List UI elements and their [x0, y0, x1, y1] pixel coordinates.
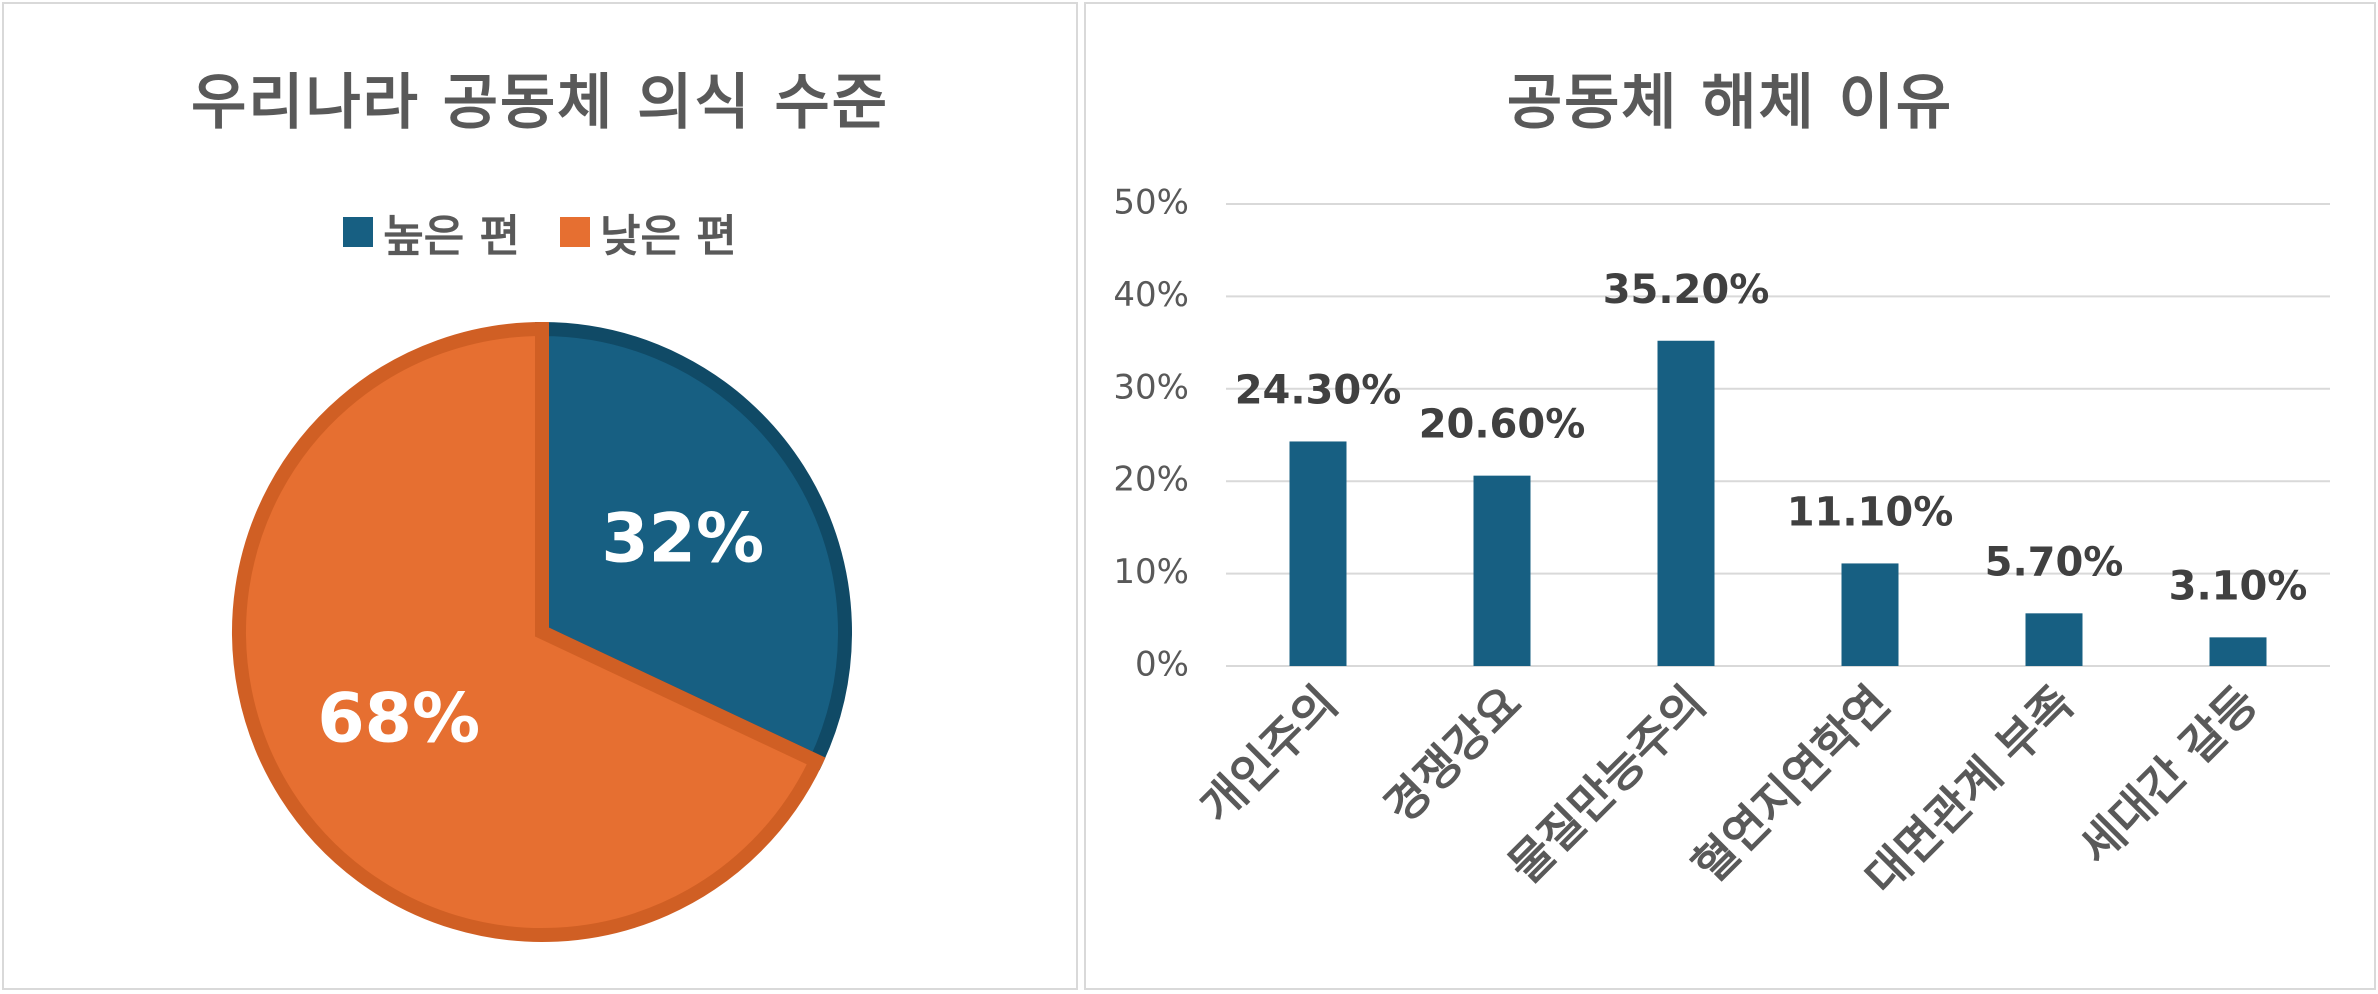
- bar-chart-title: 공동체 해체 이유: [1506, 68, 1954, 138]
- legend-item-low: 낮은 편: [560, 200, 737, 264]
- pie-chart: 32% 68%: [232, 321, 852, 942]
- bar-chart-panel: 공동체 해체 이유 0% 10% 20% 30% 40% 50% 24.30% 개인주의 20.…: [1084, 2, 2376, 990]
- y-tick-label: 40%: [1113, 275, 1189, 315]
- bar-value-label: 11.10%: [1787, 489, 1954, 535]
- pie-slice-low: [232, 321, 826, 942]
- bar: [1473, 475, 1531, 666]
- y-tick-label: 30%: [1113, 367, 1189, 407]
- bar-value-label: 35.20%: [1603, 267, 1770, 313]
- y-tick-label: 50%: [1113, 183, 1189, 223]
- bar-chart: 0% 10% 20% 30% 40% 50% 24.30% 개인주의 20.60% 경쟁강요 35.…: [1113, 183, 2330, 905]
- pie-legend: 높은 편 낮은 편: [4, 200, 1076, 264]
- bar-value-label: 20.60%: [1419, 402, 1586, 448]
- x-category-label: 개인주의: [1190, 676, 1348, 834]
- legend-swatch-high: [343, 217, 374, 247]
- y-tick-label: 20%: [1113, 460, 1189, 500]
- bar-value-label: 3.10%: [2169, 563, 2308, 609]
- legend-item-high: 높은 편: [343, 200, 520, 264]
- bar: [2209, 637, 2267, 666]
- legend-swatch-low: [560, 217, 590, 247]
- x-category-label: 물질만능주의: [1498, 676, 1716, 894]
- pie-label-high: 32%: [601, 499, 764, 578]
- pie-label-low: 68%: [317, 679, 480, 758]
- x-category-label: 경쟁강요: [1374, 676, 1532, 834]
- bar: [2025, 613, 2083, 666]
- bar-value-label: 5.70%: [1985, 539, 2124, 585]
- bar: [1289, 441, 1347, 666]
- x-category-label: 세대간 갈등: [2069, 676, 2268, 875]
- y-tick-label: 0%: [1135, 645, 1189, 685]
- bar: [1657, 340, 1715, 666]
- pie-chart-title: 우리나라 공동체 의식 수준: [191, 68, 889, 138]
- bar: [1841, 563, 1899, 666]
- legend-label-low: 낮은 편: [600, 211, 737, 262]
- pie-chart-panel: 우리나라 공동체 의식 수준 높은 편 낮은 편 32% 68%: [2, 2, 1078, 990]
- bar-value-label: 24.30%: [1235, 367, 1402, 413]
- y-tick-label: 10%: [1113, 552, 1189, 592]
- legend-label-high: 높은 편: [383, 211, 520, 262]
- pie-slice-high: [535, 321, 852, 771]
